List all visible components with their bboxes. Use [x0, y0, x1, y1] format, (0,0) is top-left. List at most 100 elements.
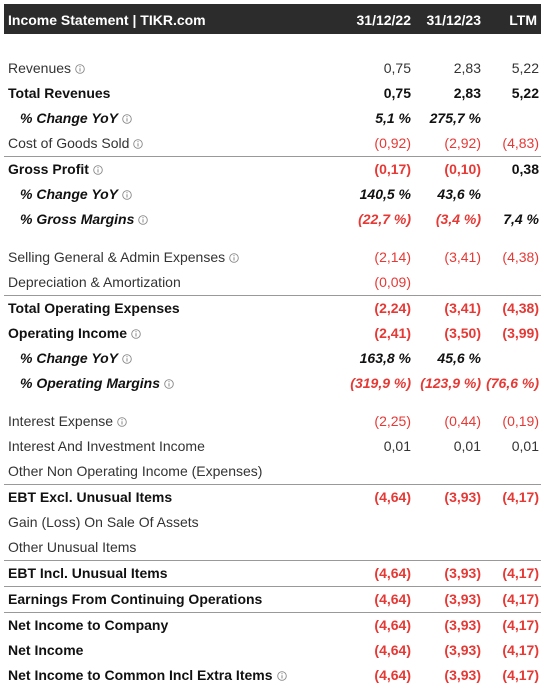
row-label-text: Cost of Goods Sold	[8, 135, 130, 151]
header-title: Income Statement | TIKR.com	[8, 12, 206, 28]
value-cell: (4,38)	[502, 300, 539, 316]
value-cell: (3,50)	[444, 325, 481, 341]
value-cell: (4,17)	[502, 591, 539, 607]
row-label-text: Earnings From Continuing Operations	[8, 591, 263, 607]
value-cell: (4,17)	[502, 489, 539, 505]
row-label-text: Revenues	[8, 60, 72, 76]
row-label-text: EBT Excl. Unusual Items	[8, 489, 173, 505]
value-cell: 163,8 %	[359, 350, 411, 366]
value-cell: (2,41)	[374, 325, 411, 341]
value-cell: (3,93)	[444, 667, 481, 683]
row-label: EBT Excl. Unusual Items	[8, 489, 172, 505]
row-label-text: % Change YoY	[20, 186, 119, 202]
table-row: Depreciation & Amortization (0,09)	[4, 270, 541, 296]
header: Income Statement | TIKR.com 31/12/22 31/…	[4, 4, 541, 34]
value-cell: (319,9 %)	[350, 375, 411, 391]
value-cell: 0,01	[453, 438, 481, 454]
table-row: Total Revenues 0,75 2,83 5,22	[4, 81, 541, 106]
value-cell: (76,6 %)	[486, 375, 539, 391]
info-icon	[122, 354, 132, 364]
info-icon	[93, 165, 103, 175]
row-label: Gain (Loss) On Sale Of Assets	[8, 514, 199, 530]
value-cell: (2,24)	[374, 300, 411, 316]
value-cell: (0,44)	[444, 413, 481, 429]
info-icon	[164, 379, 174, 389]
row-label: Interest Expense	[8, 413, 127, 429]
row-label: Gross Profit	[8, 161, 103, 177]
value-cell: (2,92)	[444, 135, 481, 151]
row-label: Operating Income	[8, 325, 141, 341]
value-cell: (4,17)	[502, 642, 539, 658]
table-row: Total Operating Expenses (2,24) (3,41) (4,3…	[4, 296, 541, 321]
row-label-text: % Change YoY	[20, 350, 119, 366]
row-label-text: Net Income to Common Incl Extra Items	[8, 667, 273, 683]
value-cell: (3,93)	[444, 591, 481, 607]
info-icon	[117, 417, 127, 427]
row-label: Revenues	[8, 60, 85, 76]
value-cell: (0,92)	[374, 135, 411, 151]
row-label-text: Selling General & Admin Expenses	[8, 249, 226, 265]
column-header: 31/12/23	[426, 12, 482, 28]
value-cell: (4,64)	[374, 617, 411, 633]
row-label: % Operating Margins	[20, 375, 174, 391]
value-cell: (0,17)	[374, 161, 411, 177]
table-row: Net Income to Common Incl Extra Items (4,…	[4, 663, 541, 688]
value-cell: (4,38)	[502, 249, 539, 265]
value-cell: (2,25)	[374, 413, 411, 429]
value-cell: 5,22	[511, 60, 539, 76]
info-icon	[122, 114, 132, 124]
value-cell: (4,64)	[374, 642, 411, 658]
value-cell: 275,7 %	[429, 110, 481, 126]
row-label-text: Net Income	[8, 642, 84, 658]
row-label-text: Net Income to Company	[8, 617, 169, 633]
row-label-text: EBT Incl. Unusual Items	[8, 565, 168, 581]
row-label: Earnings From Continuing Operations	[8, 591, 262, 607]
value-cell: (3,41)	[444, 249, 481, 265]
value-cell: (3,93)	[444, 565, 481, 581]
row-label-text: % Gross Margins	[20, 211, 135, 227]
value-cell: (3,99)	[502, 325, 539, 341]
value-cell: (3,93)	[444, 489, 481, 505]
row-label-text: Gross Profit	[8, 161, 89, 177]
table-row: Revenues 0,75 2,83 5,22	[4, 56, 541, 81]
table-row: Selling General & Admin Expenses (2,14) (3…	[4, 245, 541, 270]
row-label: Interest And Investment Income	[8, 438, 205, 454]
value-cell: (3,41)	[444, 300, 481, 316]
value-cell: (0,19)	[502, 413, 539, 429]
table-row: Operating Income (2,41) (3,50) (3,99)	[4, 321, 541, 346]
table-row: Interest Expense (2,25) (0,44) (0,19)	[4, 409, 541, 434]
table-row: EBT Excl. Unusual Items (4,64) (3,93) (4,17…	[4, 485, 541, 510]
value-cell: 5,1 %	[375, 110, 411, 126]
table-row: Cost of Goods Sold (0,92) (2,92) (4,83)	[4, 131, 541, 157]
value-cell: (4,17)	[502, 617, 539, 633]
value-cell: (3,4 %)	[435, 211, 481, 227]
value-cell: (4,64)	[374, 565, 411, 581]
value-cell: (0,09)	[374, 274, 411, 290]
value-cell: (123,9 %)	[420, 375, 481, 391]
table-row: % Change YoY 140,5 % 43,6 %	[4, 182, 541, 207]
value-cell: 0,75	[383, 60, 411, 76]
row-label-text: Interest Expense	[8, 413, 114, 429]
value-cell: 2,83	[453, 60, 481, 76]
table-row: Net Income to Company (4,64) (3,93) (4,17)	[4, 613, 541, 638]
row-label: Selling General & Admin Expenses	[8, 249, 239, 265]
table-row: % Operating Margins (319,9 %) (123,9 %) (76…	[4, 371, 541, 396]
row-label-text: Other Non Operating Income (Expenses)	[8, 463, 263, 479]
table-row: Net Income (4,64) (3,93) (4,17)	[4, 638, 541, 663]
value-cell: (3,93)	[444, 617, 481, 633]
value-cell: 140,5 %	[359, 186, 411, 202]
value-cell: 7,4 %	[503, 211, 539, 227]
table-row: Gross Profit (0,17) (0,10) 0,38	[4, 157, 541, 182]
info-icon	[229, 253, 239, 263]
row-label: % Change YoY	[20, 350, 132, 366]
table-row: Interest And Investment Income 0,01 0,01 0,…	[4, 434, 541, 459]
value-cell: (22,7 %)	[358, 211, 411, 227]
table-row: % Gross Margins (22,7 %) (3,4 %) 7,4 %	[4, 207, 541, 232]
row-label: Total Operating Expenses	[8, 300, 180, 316]
row-label-text: Gain (Loss) On Sale Of Assets	[8, 514, 199, 530]
value-cell: (2,14)	[374, 249, 411, 265]
row-label: EBT Incl. Unusual Items	[8, 565, 167, 581]
row-label: Net Income	[8, 642, 83, 658]
value-cell: 0,01	[511, 438, 539, 454]
